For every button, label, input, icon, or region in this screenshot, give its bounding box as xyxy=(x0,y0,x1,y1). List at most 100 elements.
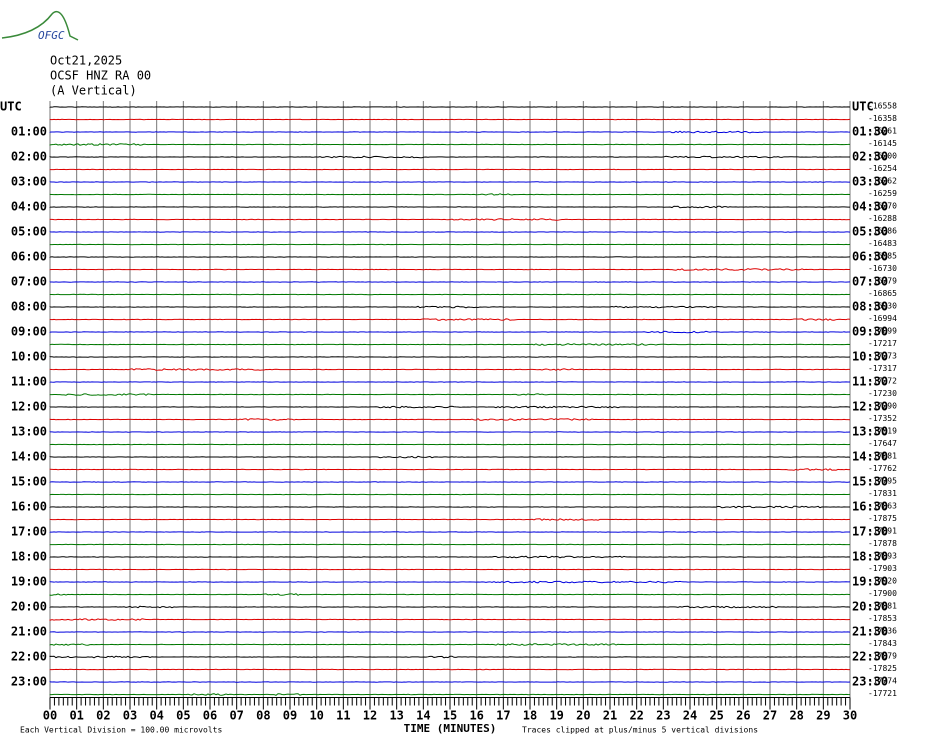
hour-label: 18:00 xyxy=(11,550,47,564)
offset-label: -17762 xyxy=(868,464,897,473)
trace xyxy=(49,143,851,146)
trace xyxy=(49,580,851,584)
offset-label: -16288 xyxy=(868,214,897,223)
offset-label: -17774 xyxy=(868,677,897,686)
trace xyxy=(49,218,851,221)
offset-label: -17681 xyxy=(868,452,897,461)
half-hour-label: 17:30 xyxy=(852,525,888,539)
hour-label: 10:00 xyxy=(11,350,47,364)
hour-label: 01:00 xyxy=(11,125,47,139)
x-tick-label: 29 xyxy=(816,709,830,723)
half-hour-label: 15:30 xyxy=(852,475,888,489)
half-hour-label: 07:30 xyxy=(852,275,888,289)
half-hour-label: 22:30 xyxy=(852,650,888,664)
offset-label: -17099 xyxy=(868,327,897,336)
offset-label: -16730 xyxy=(868,264,897,273)
x-tick-label: 28 xyxy=(789,709,803,723)
hour-label: 19:00 xyxy=(11,575,47,589)
hour-label: 14:00 xyxy=(11,450,47,464)
offset-label: -17831 xyxy=(868,489,897,498)
hour-label: 23:00 xyxy=(11,675,47,689)
trace xyxy=(49,693,851,696)
trace xyxy=(49,318,851,321)
half-hour-label: 20:30 xyxy=(852,600,888,614)
date: Oct21,2025 xyxy=(50,54,122,68)
hour-label: 21:00 xyxy=(11,625,47,639)
offset-label: -17900 xyxy=(868,589,897,598)
hour-label: 20:00 xyxy=(11,600,47,614)
offset-label: -17903 xyxy=(868,564,897,573)
station: OCSF HNZ RA 00 xyxy=(50,69,151,83)
offset-label: -16386 xyxy=(868,227,897,236)
trace xyxy=(49,155,851,159)
axis-title: TIME (MINUTES) xyxy=(404,722,497,735)
offset-label: -17273 xyxy=(868,352,897,361)
offset-label: -16865 xyxy=(868,289,897,298)
hour-label: 03:00 xyxy=(11,175,47,189)
logo-curve xyxy=(1,11,79,41)
x-tick-label: 04 xyxy=(149,709,163,723)
offset-label: -17721 xyxy=(868,689,897,698)
trace xyxy=(49,655,851,659)
half-hour-label: 19:30 xyxy=(852,575,888,589)
trace xyxy=(49,268,851,271)
x-tick-label: 10 xyxy=(309,709,323,723)
x-tick-label: 07 xyxy=(229,709,243,723)
hour-label: UTC xyxy=(0,100,22,114)
offset-label: -17891 xyxy=(868,527,897,536)
offset-label: -17290 xyxy=(868,402,897,411)
offset-label: -17879 xyxy=(868,652,897,661)
hour-label: 02:00 xyxy=(11,150,47,164)
offset-label: -17920 xyxy=(868,577,897,586)
trace xyxy=(49,455,851,459)
x-tick-label: 23 xyxy=(656,709,670,723)
trace xyxy=(49,593,851,596)
x-tick-label: 13 xyxy=(389,709,403,723)
offset-label: -16254 xyxy=(868,164,897,173)
x-tick-label: 14 xyxy=(416,709,430,723)
offset-label: -17853 xyxy=(868,614,897,623)
half-hour-label: 13:30 xyxy=(852,425,888,439)
offset-label: -17881 xyxy=(868,602,897,611)
trace xyxy=(49,505,851,509)
half-hour-label: 14:30 xyxy=(852,450,888,464)
trace xyxy=(49,330,851,334)
half-hour-label: 16:30 xyxy=(852,500,888,514)
x-tick-label: 03 xyxy=(123,709,137,723)
x-tick-label: 01 xyxy=(69,709,83,723)
x-tick-label: 30 xyxy=(843,709,857,723)
trace xyxy=(49,130,851,134)
trace xyxy=(49,555,851,559)
offset-label: -16779 xyxy=(868,277,897,286)
trace xyxy=(49,343,851,346)
hour-label: 06:00 xyxy=(11,250,47,264)
hour-label: 07:00 xyxy=(11,275,47,289)
offset-label: -17878 xyxy=(868,539,897,548)
half-hour-label: 23:30 xyxy=(852,675,888,689)
x-tick-label: 02 xyxy=(96,709,110,723)
half-hour-label: 06:30 xyxy=(852,250,888,264)
hour-label: 13:00 xyxy=(11,425,47,439)
half-hour-label: 10:30 xyxy=(852,350,888,364)
hour-label: 09:00 xyxy=(11,325,47,339)
half-hour-label: 09:30 xyxy=(852,325,888,339)
offset-label: -16585 xyxy=(868,252,897,261)
offset-label: -17352 xyxy=(868,414,897,423)
trace xyxy=(49,518,851,521)
offset-label: -17893 xyxy=(868,552,897,561)
hour-label: 05:00 xyxy=(11,225,47,239)
half-hour-label: 01:30 xyxy=(852,125,888,139)
offset-label: -17863 xyxy=(868,502,897,511)
x-tick-label: 20 xyxy=(576,709,590,723)
half-hour-label: 21:30 xyxy=(852,625,888,639)
offset-label: -16261 xyxy=(868,127,897,136)
x-tick-label: 05 xyxy=(176,709,190,723)
trace xyxy=(49,605,851,609)
half-hour-label: 05:30 xyxy=(852,225,888,239)
clipped-note: Traces clipped at plus/minus 5 vertical … xyxy=(522,726,758,735)
offset-label: -17519 xyxy=(868,427,897,436)
offset-label: -16270 xyxy=(868,202,897,211)
offset-label: -16558 xyxy=(868,102,897,111)
